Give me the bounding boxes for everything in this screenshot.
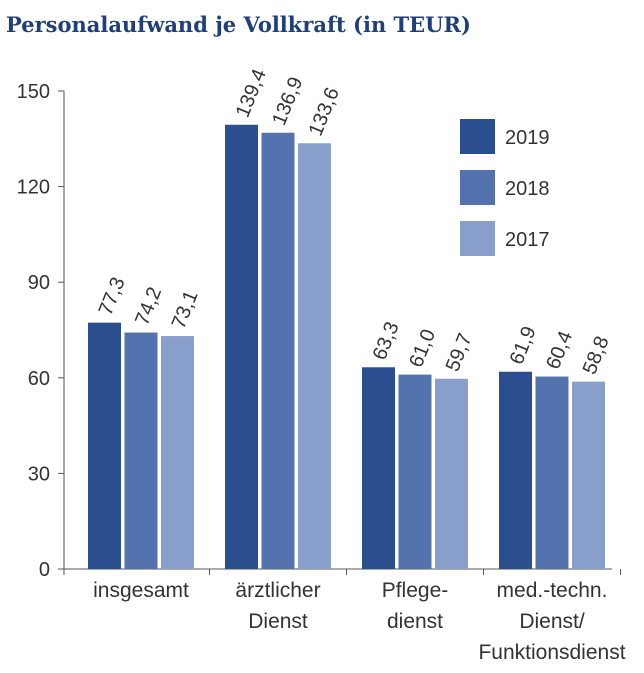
category-label: Pflege- [382,579,449,602]
data-label: 133,6 [305,84,344,139]
category-label: Dienst/ [519,610,585,633]
bar-2019-3 [499,371,532,569]
data-label: 61,0 [405,326,440,370]
bar-2018-1 [261,132,295,569]
bar-2017-3 [572,381,605,569]
legend: 2019 2018 2017 [460,119,550,256]
data-label: 60,4 [542,328,577,372]
bar-2018-2 [398,374,432,569]
legend-swatch-2018 [460,170,495,205]
y-tick-label: 120 [17,177,50,199]
data-label: 59,7 [442,330,477,374]
bar-2017-1 [298,143,331,569]
category-label: ärztlicher [235,579,320,602]
data-label: 139,4 [232,66,271,121]
data-label: 136,9 [268,74,307,129]
data-label: 73,1 [168,288,203,332]
data-label: 74,2 [131,284,166,328]
legend-label: 2017 [505,229,550,251]
data-label: 61,9 [506,323,541,367]
data-label: 77,3 [95,274,130,318]
bar-2019-0 [88,322,121,569]
category-label: dienst [387,610,443,633]
legend-label: 2018 [505,178,550,200]
y-tick-label: 150 [17,81,50,103]
bar-2018-3 [535,376,569,569]
bar-2019-2 [362,367,395,569]
bar-2019-1 [225,124,258,570]
y-tick-label: 60 [28,368,50,390]
data-label: 58,8 [579,333,614,377]
y-tick-label: 90 [28,272,50,294]
bar-2017-0 [161,336,194,569]
bar-2018-0 [124,332,158,569]
legend-swatch-2017 [460,221,495,256]
category-label: Funktionsdienst [478,641,625,664]
axes: 0 30 60 90 120 150 [17,81,621,581]
chart-title: Personalaufwand je Vollkraft (in TEUR) [6,12,471,37]
category-label: med.-techn. [497,579,608,602]
category-label: Dienst [248,610,308,633]
bar-2017-2 [435,378,468,569]
data-label: 63,3 [369,319,404,363]
bars [88,124,605,570]
legend-label: 2019 [505,127,550,149]
y-tick-label: 0 [39,559,50,581]
legend-swatch-2019 [460,119,495,154]
y-tick-label: 30 [28,463,50,485]
category-label: insgesamt [93,579,189,602]
